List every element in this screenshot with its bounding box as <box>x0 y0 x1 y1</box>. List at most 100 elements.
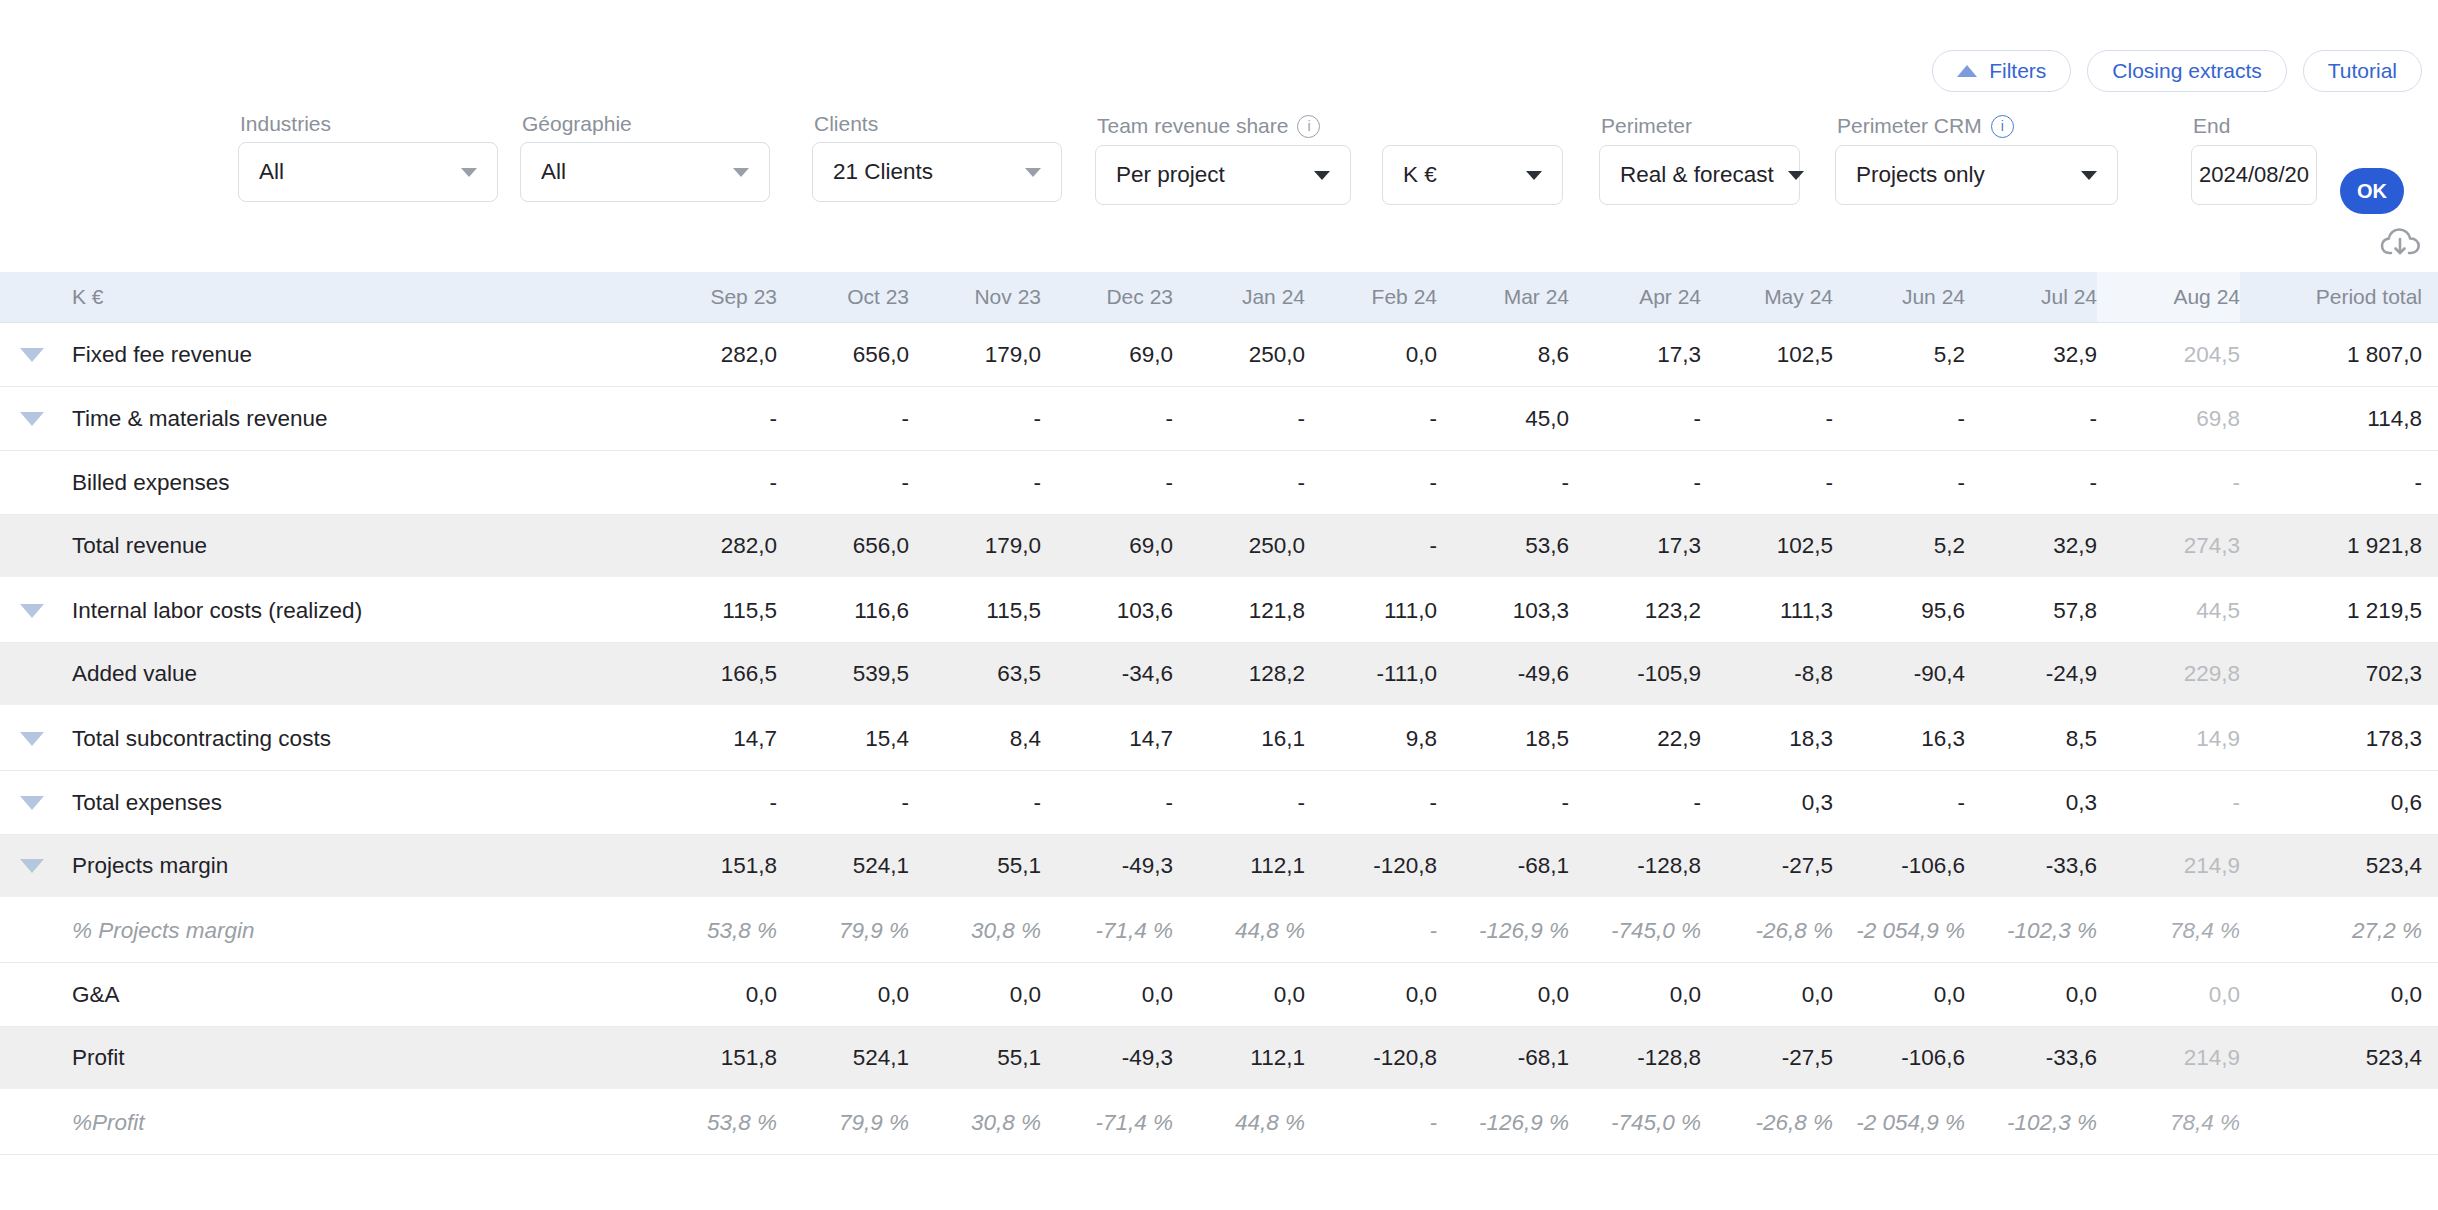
filters-button[interactable]: Filters <box>1932 50 2071 92</box>
row-label: G&A <box>72 982 120 1007</box>
value-cell: 0,0 <box>2097 963 2240 1027</box>
value-cell: 44,8 % <box>1173 899 1305 963</box>
expand-row-icon[interactable] <box>20 348 44 362</box>
period-total-cell: 0,0 <box>2240 963 2438 1027</box>
chevron-down-icon <box>1025 168 1041 177</box>
team-revenue-share-select[interactable]: Per project <box>1095 145 1351 205</box>
value-cell: 229,8 <box>2097 643 2240 707</box>
row-label: Total revenue <box>72 533 207 558</box>
value-cell: 30,8 % <box>909 899 1041 963</box>
value-cell: 214,9 <box>2097 835 2240 899</box>
value-cell: 79,9 % <box>777 1091 909 1155</box>
value-cell: 14,9 <box>2097 707 2240 771</box>
value-cell: 204,5 <box>2097 323 2240 387</box>
tutorial-label: Tutorial <box>2328 59 2397 83</box>
expand-row-icon[interactable] <box>20 796 44 810</box>
table-row: G&A0,00,00,00,00,00,00,00,00,00,00,00,00… <box>0 963 2438 1027</box>
row-label-cell: Time & materials revenue <box>0 387 645 451</box>
geographie-select[interactable]: All <box>520 142 770 202</box>
value-cell: 53,8 % <box>645 899 777 963</box>
period-total-cell: 114,8 <box>2240 387 2438 451</box>
period-total-cell: 523,4 <box>2240 1027 2438 1091</box>
expand-row-icon[interactable] <box>20 604 44 618</box>
perimeter-select[interactable]: Real & forecast <box>1599 145 1800 205</box>
geographie-value: All <box>541 159 566 185</box>
value-cell: - <box>1569 771 1701 835</box>
column-header-jun-24: Jun 24 <box>1833 272 1965 323</box>
value-cell: -126,9 % <box>1437 899 1569 963</box>
value-cell: 69,0 <box>1041 323 1173 387</box>
clients-select[interactable]: 21 Clients <box>812 142 1062 202</box>
column-header-aug-24: Aug 24 <box>2097 272 2240 323</box>
value-cell: -128,8 <box>1569 1027 1701 1091</box>
expand-row-icon[interactable] <box>20 412 44 426</box>
team-revenue-share-value: Per project <box>1116 162 1225 188</box>
value-cell: 0,3 <box>1965 771 2097 835</box>
value-cell: 30,8 % <box>909 1091 1041 1155</box>
download-icon[interactable] <box>2380 224 2422 264</box>
value-cell: 103,6 <box>1041 579 1173 643</box>
column-header-period-total: Period total <box>2240 272 2438 323</box>
row-label-cell: Billed expenses <box>0 451 645 515</box>
collapse-filters-icon <box>1957 65 1977 77</box>
value-cell: 112,1 <box>1173 835 1305 899</box>
value-cell: 250,0 <box>1173 323 1305 387</box>
info-icon[interactable]: i <box>1297 115 1320 138</box>
end-date-input[interactable] <box>2191 145 2317 205</box>
ok-button[interactable]: OK <box>2340 168 2404 214</box>
row-label-cell: Total expenses <box>0 771 645 835</box>
value-cell: - <box>1965 387 2097 451</box>
value-cell: 282,0 <box>645 515 777 579</box>
value-cell: -2 054,9 % <box>1833 899 1965 963</box>
tutorial-button[interactable]: Tutorial <box>2303 50 2422 92</box>
column-header-sep-23: Sep 23 <box>645 272 777 323</box>
value-cell: - <box>1305 771 1437 835</box>
value-cell: 32,9 <box>1965 515 2097 579</box>
value-cell: 78,4 % <box>2097 899 2240 963</box>
table-unit-header: K € <box>0 272 645 323</box>
perimeter-crm-select[interactable]: Projects only <box>1835 145 2118 205</box>
industries-select[interactable]: All <box>238 142 498 202</box>
value-cell: - <box>645 451 777 515</box>
value-cell: -49,6 <box>1437 643 1569 707</box>
perimeter-label: Perimeter <box>1601 114 1692 138</box>
value-cell: - <box>1437 451 1569 515</box>
expand-row-icon[interactable] <box>20 732 44 746</box>
filters-button-label: Filters <box>1989 59 2046 83</box>
row-label-cell: Total revenue <box>0 515 645 579</box>
geographie-label: Géographie <box>522 112 632 136</box>
value-cell: -90,4 <box>1833 643 1965 707</box>
value-cell: 102,5 <box>1701 515 1833 579</box>
value-cell: 111,0 <box>1305 579 1437 643</box>
clients-label: Clients <box>814 112 878 136</box>
value-cell: 55,1 <box>909 1027 1041 1091</box>
value-cell: -27,5 <box>1701 835 1833 899</box>
period-total-cell: 523,4 <box>2240 835 2438 899</box>
value-cell: 0,0 <box>1437 963 1569 1027</box>
info-icon[interactable]: i <box>1991 115 2014 138</box>
perimeter-crm-value: Projects only <box>1856 162 1985 188</box>
value-cell: 5,2 <box>1833 515 1965 579</box>
financial-table: K €Sep 23Oct 23Nov 23Dec 23Jan 24Feb 24M… <box>0 272 2438 1155</box>
value-cell: 274,3 <box>2097 515 2240 579</box>
value-cell: - <box>645 771 777 835</box>
value-cell: -24,9 <box>1965 643 2097 707</box>
value-cell: 0,0 <box>1701 963 1833 1027</box>
value-cell: - <box>1173 387 1305 451</box>
value-cell: - <box>1569 387 1701 451</box>
value-cell: 656,0 <box>777 323 909 387</box>
closing-extracts-button[interactable]: Closing extracts <box>2087 50 2286 92</box>
value-cell: -126,9 % <box>1437 1091 1569 1155</box>
value-cell: 17,3 <box>1569 515 1701 579</box>
period-total-cell: - <box>2240 451 2438 515</box>
expand-row-icon[interactable] <box>20 859 44 873</box>
period-total-cell <box>2240 1091 2438 1155</box>
value-cell: - <box>1305 899 1437 963</box>
period-total-cell: 1 219,5 <box>2240 579 2438 643</box>
value-cell: - <box>1701 387 1833 451</box>
unit-select[interactable]: K € <box>1382 145 1563 205</box>
perimeter-value: Real & forecast <box>1620 162 1774 188</box>
value-cell: - <box>1305 387 1437 451</box>
value-cell: 0,0 <box>1173 963 1305 1027</box>
perimeter-crm-label: Perimeter CRM i <box>1837 114 2014 138</box>
